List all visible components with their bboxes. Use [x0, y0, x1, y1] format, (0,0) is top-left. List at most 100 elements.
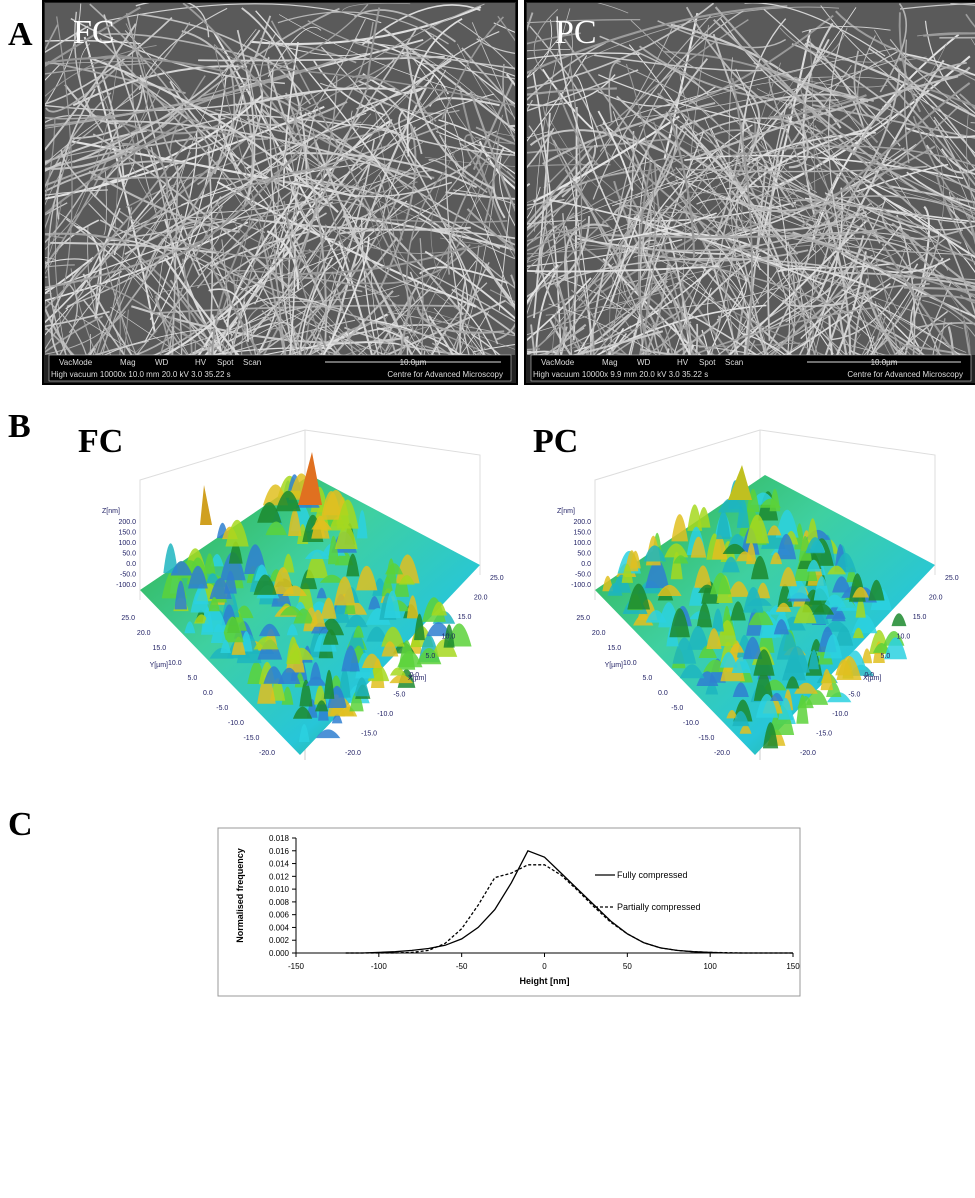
tick-label: 5.0 [187, 675, 197, 682]
bump [315, 700, 329, 712]
bump [282, 553, 295, 573]
bump [671, 514, 689, 542]
fiber [527, 264, 559, 305]
fiber [281, 114, 435, 179]
fiber [605, 152, 719, 334]
fiber [332, 290, 394, 355]
fiber [835, 10, 975, 76]
legend-label: Fully compressed [617, 870, 688, 880]
fiber [255, 307, 278, 355]
bump [361, 653, 382, 668]
fiber [98, 84, 158, 211]
fiber [881, 211, 964, 240]
info-header: HV [677, 358, 689, 367]
fiber [236, 29, 256, 197]
fiber [258, 205, 352, 355]
fiber [592, 165, 762, 355]
tick-label: 10.0 [442, 633, 456, 640]
fiber [45, 326, 75, 355]
fiber [378, 100, 499, 345]
info-settings: High vacuum 10000x 10.0 mm 20.0 kV 3.0 3… [51, 370, 231, 379]
tick-label: 10.0 [897, 633, 911, 640]
fiber [87, 56, 339, 213]
fiber [658, 202, 873, 252]
fiber [715, 151, 799, 255]
fiber [215, 340, 243, 355]
x-tick-label: 0 [542, 962, 547, 971]
fiber [552, 314, 585, 355]
bump [602, 575, 614, 592]
tick-label: -20.0 [259, 750, 275, 757]
bump [793, 604, 817, 624]
fiber [193, 104, 347, 142]
fiber [45, 114, 98, 124]
fiber [268, 68, 515, 107]
bump [868, 579, 885, 601]
fiber [418, 311, 515, 350]
bump [731, 656, 752, 674]
fiber [398, 40, 465, 176]
bump [338, 667, 351, 698]
fiber [898, 341, 901, 355]
fiber [793, 79, 883, 113]
fiber [599, 15, 712, 152]
bump [739, 724, 752, 734]
fiber [305, 289, 363, 326]
fiber [174, 236, 366, 355]
fiber [45, 6, 141, 67]
fiber [801, 26, 891, 33]
fiber [527, 350, 560, 355]
fiber [440, 220, 515, 260]
fiber [899, 3, 975, 10]
fiber [404, 45, 515, 134]
fiber [840, 342, 887, 355]
fiber [331, 271, 354, 355]
fiber [527, 3, 715, 89]
tick-label: -5.0 [393, 692, 405, 699]
bump [259, 623, 281, 637]
tick-label: 15.0 [607, 645, 621, 652]
fiber [341, 3, 411, 12]
fiber [598, 74, 789, 131]
fiber [853, 50, 880, 122]
fiber [932, 322, 952, 355]
fiber [527, 12, 534, 32]
bump [354, 677, 370, 697]
bump [823, 634, 843, 659]
fiber [644, 264, 669, 355]
bump [827, 565, 847, 575]
bump [753, 649, 775, 676]
y-tick-label: 0.004 [269, 923, 290, 932]
info-header: Spot [217, 358, 234, 367]
fiber [564, 223, 610, 280]
fiber [749, 38, 830, 150]
bump [767, 525, 782, 536]
fiber [75, 207, 121, 295]
fiber [933, 116, 975, 170]
fiber [527, 226, 599, 242]
fiber [416, 306, 505, 334]
bump [406, 595, 419, 619]
fiber [353, 88, 460, 114]
fiber [637, 55, 910, 119]
bump [174, 580, 188, 610]
fiber [590, 57, 709, 340]
axis-title: Z[nm] [557, 508, 575, 515]
bump [383, 590, 401, 619]
fiber [472, 344, 515, 353]
fiber [80, 129, 258, 283]
bump [690, 536, 707, 558]
bump [193, 583, 209, 605]
fiber [260, 37, 368, 56]
fiber [933, 119, 975, 202]
fiber [763, 241, 814, 355]
fiber [380, 286, 430, 355]
fiber [357, 80, 423, 155]
fiber [238, 175, 419, 345]
fiber [400, 51, 515, 70]
bump [806, 559, 821, 572]
fiber [527, 69, 639, 112]
fiber [673, 257, 710, 355]
tick-label: 0.0 [581, 561, 591, 568]
bump [753, 671, 774, 701]
